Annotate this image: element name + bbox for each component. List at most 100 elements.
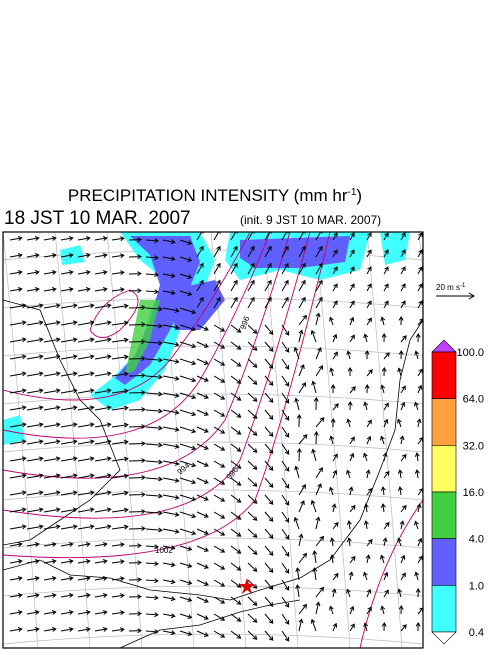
wind-arrow	[196, 358, 209, 365]
wind-arrow	[94, 287, 108, 292]
wind-arrow	[111, 388, 129, 394]
wind-arrow	[264, 528, 274, 539]
wind-arrow	[230, 296, 238, 309]
grid-line	[3, 441, 423, 453]
wind-arrow	[43, 337, 61, 343]
wind-arrow	[331, 588, 337, 598]
wind-arrow	[77, 610, 91, 615]
wind-arrow	[247, 279, 255, 292]
wind-arrow	[383, 470, 390, 479]
wind-arrow	[230, 409, 242, 418]
wind-arrow	[196, 443, 209, 450]
wind-arrow	[416, 503, 422, 513]
wind-arrow	[60, 627, 74, 632]
wind-arrow	[94, 456, 112, 462]
wind-arrow	[77, 627, 91, 632]
wind-arrow	[281, 630, 290, 642]
wind-arrow	[281, 262, 289, 275]
wind-arrow	[213, 596, 226, 604]
wind-arrow	[145, 340, 163, 346]
wind-arrow	[43, 490, 61, 496]
wind-arrow	[9, 236, 23, 241]
wind-arrow	[162, 562, 176, 568]
wind-arrow	[349, 386, 356, 394]
wind-arrow	[400, 401, 406, 411]
wind-arrow	[310, 499, 317, 513]
wind-arrow	[264, 296, 272, 309]
wind-vectors	[9, 232, 423, 642]
wind-arrow	[60, 439, 78, 445]
wind-arrow	[94, 388, 112, 394]
wind-arrow	[111, 593, 125, 599]
grid-line	[262, 232, 299, 648]
wind-arrow	[77, 490, 95, 496]
wind-arrow	[26, 542, 40, 547]
wind-arrow	[382, 537, 388, 547]
wind-arrow	[397, 486, 403, 496]
wind-arrow	[315, 417, 325, 428]
wind-arrow	[332, 351, 338, 360]
wind-arrow	[281, 296, 289, 309]
wind-arrow	[298, 500, 305, 513]
wind-arrow	[398, 350, 404, 360]
wind-arrow	[298, 533, 304, 547]
wind-arrow	[281, 409, 290, 421]
wind-arrow	[43, 524, 61, 530]
wind-arrow	[9, 320, 27, 326]
wind-arrow	[196, 324, 209, 331]
wind-arrow	[94, 473, 112, 479]
wind-arrow	[398, 316, 404, 326]
wind-arrow	[94, 524, 112, 530]
wind-arrow	[349, 452, 355, 462]
wind-arrow	[281, 613, 290, 625]
wind-arrow	[145, 442, 163, 448]
wind-arrow	[383, 266, 389, 275]
wind-arrow	[349, 436, 355, 445]
wind-arrow	[77, 422, 95, 428]
wind-arrow	[264, 511, 274, 522]
wind-arrow	[315, 347, 322, 360]
wind-arrow	[128, 254, 142, 260]
wind-arrow	[179, 630, 193, 637]
wind-arrow	[315, 516, 321, 530]
wind-arrow	[380, 486, 386, 496]
wind-arrow	[264, 562, 274, 573]
wind-arrow	[111, 287, 125, 293]
wind-arrow	[94, 610, 108, 615]
wind-arrow	[179, 460, 197, 468]
wind-arrow	[111, 371, 129, 377]
wind-arrow	[111, 253, 125, 259]
grid-line	[3, 537, 423, 549]
wind-arrow	[60, 287, 74, 292]
wind-arrow	[128, 271, 142, 277]
wind-arrow	[43, 456, 61, 462]
wind-arrow	[128, 288, 142, 294]
wind-arrow	[145, 544, 159, 550]
wind-arrow	[281, 245, 289, 258]
wind-arrow	[247, 375, 258, 385]
wind-arrow	[311, 380, 317, 394]
title-close: )	[356, 186, 362, 205]
wind-arrow	[281, 426, 290, 438]
wind-arrow	[383, 232, 389, 241]
wind-arrow	[296, 414, 302, 428]
wind-arrow	[26, 253, 40, 258]
wind-arrow	[213, 579, 226, 587]
wind-arrow	[383, 249, 389, 258]
wind-arrow	[281, 443, 290, 455]
wind-arrow	[213, 279, 221, 292]
wind-arrow	[196, 579, 209, 586]
wind-arrow	[9, 507, 27, 513]
wind-arrow	[145, 408, 163, 414]
wind-arrow	[77, 320, 95, 326]
wind-arrow	[162, 409, 180, 415]
wind-arrow	[417, 368, 423, 377]
wind-arrow	[363, 503, 369, 513]
wind-arrow	[417, 384, 423, 394]
wind-arrow	[162, 443, 180, 449]
wind-arrow	[397, 367, 403, 377]
wind-arrow	[315, 262, 323, 275]
wind-arrow	[397, 588, 403, 598]
wind-arrow	[196, 494, 209, 501]
